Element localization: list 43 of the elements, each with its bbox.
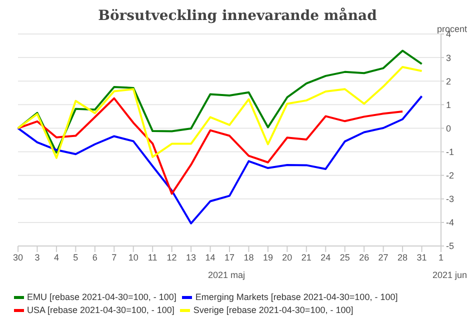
y-tick-label: -4 — [446, 218, 454, 228]
line-series — [17, 97, 404, 195]
chart-title: Börsutveckling innevarande månad — [98, 8, 377, 24]
text: 2021 jun — [432, 270, 467, 280]
x-tick-label: 11 — [148, 252, 158, 262]
x-tick-label: 10 — [128, 252, 138, 262]
y-tick-label: -3 — [446, 194, 454, 204]
y-tick-label: 3 — [446, 52, 452, 63]
x-tick-label: 14 — [205, 252, 216, 262]
x-tick-label: 26 — [359, 252, 370, 262]
x-tick-label: 5 — [73, 252, 78, 262]
x-tick-label: 21 — [301, 252, 312, 262]
legend-label: EMU [rebase 2021-04-30=100, - 100] — [27, 292, 176, 302]
x-tick-label: 1 — [438, 252, 444, 262]
x-tick-label: 12 — [166, 252, 177, 262]
x-tick-label: 28 — [398, 252, 408, 262]
line-series — [17, 66, 423, 159]
x-tick-label: 18 — [244, 252, 254, 262]
x-tick-label: 4 — [54, 252, 59, 262]
line-series — [17, 50, 423, 154]
x-tick-label: 24 — [320, 252, 331, 262]
x-tick-label: 31 — [416, 252, 427, 262]
x-tick-label: 3 — [34, 252, 40, 262]
legend-label: Sverige [rebase 2021-04-30=100, - 100] — [193, 305, 354, 315]
y-tick-label: -1 — [446, 146, 454, 157]
y-tick-label: 1 — [446, 100, 452, 110]
x-tick-label: 6 — [92, 252, 98, 262]
x-tick-label: 19 — [262, 252, 273, 262]
y-tick-label: -5 — [446, 241, 454, 252]
line-series — [17, 95, 423, 224]
x-tick-label: 27 — [378, 252, 388, 262]
legend-label: USA [rebase 2021-04-30=100, - 100] — [27, 305, 174, 315]
x-tick-label: 25 — [340, 252, 350, 262]
x-tick-label: 20 — [282, 252, 292, 262]
legend-label: Emerging Markets [rebase 2021-04-30=100, - 100] — [195, 292, 398, 302]
y-tick-label: -2 — [446, 170, 454, 181]
y-tick-label: 2 — [446, 76, 452, 86]
x-tick-label: 13 — [186, 252, 196, 262]
x-tick-label: 17 — [224, 252, 235, 262]
y-tick-label: 0 — [446, 123, 452, 134]
x-tick-label: 30 — [12, 252, 24, 262]
x-tick-label: 7 — [112, 252, 117, 262]
text: 2021 maj — [208, 270, 246, 280]
